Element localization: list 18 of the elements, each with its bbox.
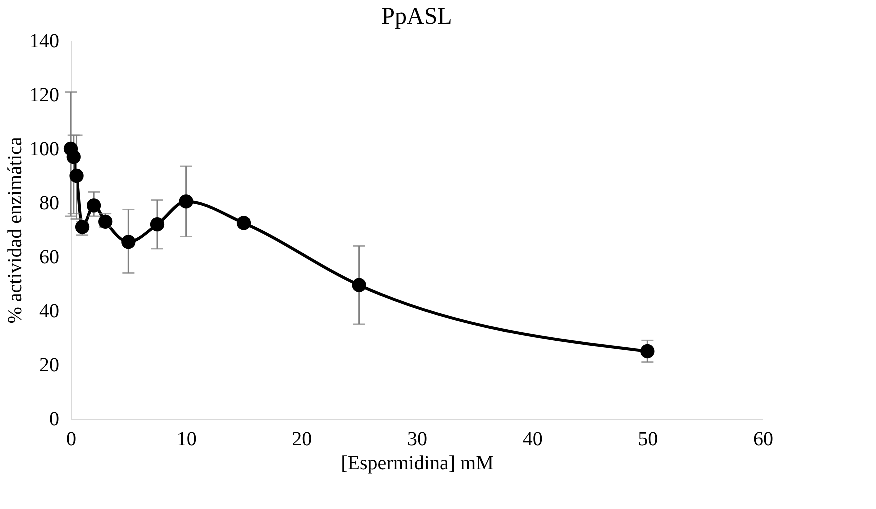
x-tick-label: 60 xyxy=(754,428,774,450)
y-tick-label: 120 xyxy=(30,84,60,106)
y-tick-label: 80 xyxy=(40,192,60,214)
y-axis-title: % actividad enzimática xyxy=(4,137,26,324)
y-tick-label: 20 xyxy=(40,354,60,376)
x-tick-label: 30 xyxy=(408,428,428,450)
x-tick-label: 10 xyxy=(176,428,197,450)
x-tick-label: 40 xyxy=(522,428,543,450)
y-tick-label: 40 xyxy=(40,300,60,322)
y-tick-label: 60 xyxy=(40,246,60,268)
chart-title: PpASL xyxy=(382,4,452,30)
x-axis-title: [Espermidina] mM xyxy=(341,452,494,474)
x-tick-label: 50 xyxy=(638,428,658,450)
x-tick-label: 0 xyxy=(66,428,76,450)
y-tick-label: 100 xyxy=(30,138,60,160)
x-tick-label: 20 xyxy=(292,428,312,450)
y-tick-label: 140 xyxy=(30,30,60,52)
y-tick-label: 0 xyxy=(50,408,60,430)
